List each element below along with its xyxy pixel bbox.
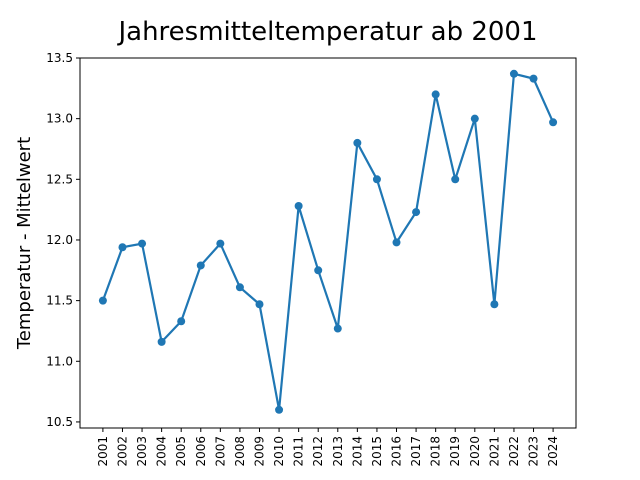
data-point (392, 238, 401, 247)
data-point (138, 239, 147, 248)
x-tick-label: 2002 (115, 436, 129, 467)
data-point (431, 90, 440, 99)
data-point (216, 239, 225, 248)
data-point (314, 266, 323, 275)
data-point (353, 138, 362, 147)
x-tick-label: 2016 (390, 436, 404, 467)
x-tick-label: 2006 (194, 436, 208, 467)
y-axis-label: Temperatur - Mittelwert (14, 137, 35, 350)
x-tick-label: 2004 (155, 436, 169, 467)
y-tick-label: 13.0 (46, 112, 73, 126)
x-tick-label: 2021 (487, 436, 501, 467)
data-point (294, 202, 303, 210)
y-tick-label: 10.5 (46, 415, 73, 429)
data-point (490, 300, 499, 309)
x-tick-label: 2008 (233, 436, 247, 467)
data-point (255, 300, 264, 309)
x-tick-label: 2007 (213, 436, 227, 467)
x-tick-label: 2015 (370, 436, 384, 467)
x-tick-label: 2019 (448, 436, 462, 467)
plot-frame (79, 57, 577, 429)
series-line (101, 72, 555, 411)
data-point (451, 175, 460, 184)
data-point (412, 208, 421, 217)
data-point (549, 118, 558, 127)
chart-title: Jahresmitteltemperatur ab 2001 (116, 17, 537, 47)
data-point (118, 243, 127, 252)
y-tick-label: 11.5 (46, 294, 73, 308)
data-point (372, 175, 381, 184)
data-point (177, 317, 186, 326)
x-tick-label: 2009 (252, 436, 266, 467)
data-point (98, 296, 107, 305)
x-tick-label: 2003 (135, 436, 149, 467)
data-point (157, 337, 166, 346)
data-point (333, 324, 342, 333)
data-point (529, 74, 538, 83)
x-tick-label: 2001 (96, 436, 110, 467)
x-tick-label: 2013 (331, 436, 345, 467)
x-tick-label: 2005 (174, 436, 188, 467)
x-tick-label: 2022 (507, 436, 521, 467)
x-tick-label: 2010 (272, 436, 286, 467)
x-tick-label: 2023 (527, 436, 541, 467)
y-tick-label: 13.5 (46, 51, 73, 65)
x-tick-label: 2018 (429, 436, 443, 467)
data-point (470, 114, 479, 123)
y-tick-label: 12.0 (46, 233, 73, 247)
y-tick-label: 11.0 (46, 354, 73, 368)
data-point (509, 69, 518, 78)
x-tick-label: 2024 (546, 436, 560, 467)
data-point (275, 405, 284, 414)
y-tick-label: 12.5 (46, 172, 73, 186)
x-tick-label: 2017 (409, 436, 423, 467)
x-tick-label: 2014 (350, 436, 364, 467)
x-tick-label: 2011 (292, 436, 306, 467)
x-tick-label: 2012 (311, 436, 325, 467)
x-tick-label: 2020 (468, 436, 482, 467)
data-point (196, 261, 205, 270)
data-point (235, 283, 244, 292)
